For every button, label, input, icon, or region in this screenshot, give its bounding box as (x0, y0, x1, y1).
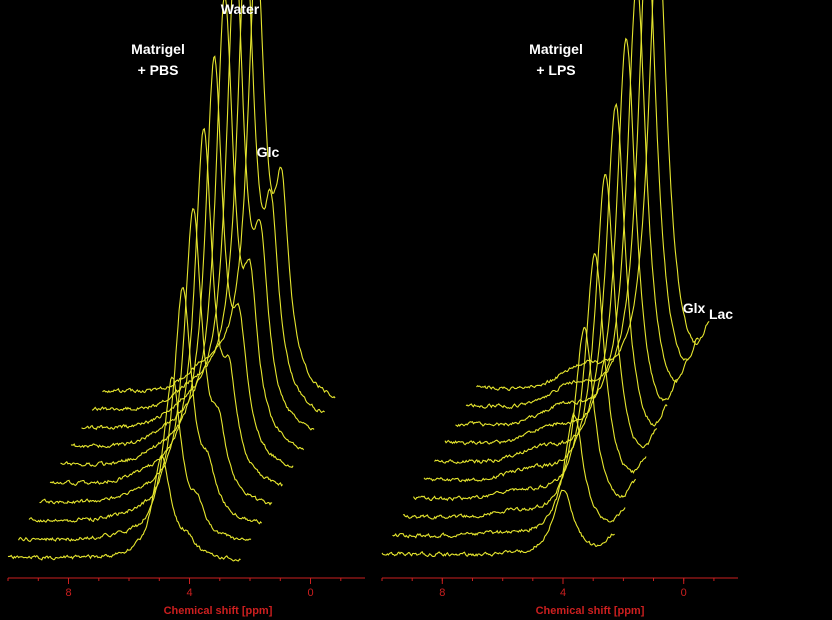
peak-label-glc: Glc (257, 144, 280, 160)
spectrum-trace-pbs-10 (102, 0, 336, 399)
x-tick-label-lps-0: 0 (681, 587, 687, 599)
spectrum-trace-lps-9 (465, 0, 700, 410)
x-tick-label-pbs-0: 0 (307, 587, 313, 599)
spectrum-trace-lps-10 (476, 0, 710, 392)
x-axis-label-lps: Chemical shift [ppm] (536, 605, 645, 617)
condition-label-lps-line2: + LPS (536, 62, 575, 78)
spectrum-trace-lps-3 (402, 326, 637, 520)
condition-label-pbs-line1: Matrigel (131, 41, 185, 57)
spectra-traces-pbs (7, 0, 336, 562)
spectrum-trace-pbs-6 (60, 55, 294, 469)
spectrum-trace-pbs-2 (18, 376, 252, 543)
spectrum-trace-lps-1 (381, 489, 615, 558)
spectrum-trace-lps-8 (455, 0, 689, 428)
peak-label-glx: Glx (683, 300, 706, 316)
spectrum-trace-pbs-4 (39, 207, 273, 506)
spectrum-trace-pbs-7 (70, 0, 305, 451)
x-tick-label-pbs-4: 4 (186, 587, 192, 599)
x-tick-label-lps-8: 8 (439, 587, 445, 599)
peak-label-water: Water (221, 1, 260, 17)
x-axis-label-pbs: Chemical shift [ppm] (164, 605, 273, 617)
spectra-traces-lps (381, 0, 710, 558)
peak-label-lac: Lac (709, 306, 733, 322)
condition-label-pbs-line2: + PBS (138, 62, 179, 78)
spectrum-trace-pbs-3 (28, 286, 263, 525)
spectrum-trace-lps-7 (444, 37, 678, 446)
x-tick-label-lps-4: 4 (560, 587, 566, 599)
spectrum-trace-lps-4 (413, 253, 647, 502)
spectrum-trace-pbs-9 (91, 0, 325, 414)
spectrum-trace-pbs-8 (81, 0, 315, 431)
condition-label-lps-line1: Matrigel (529, 41, 583, 57)
x-ticks-pbs: 8 4 0 (7, 578, 342, 599)
spectrum-trace-lps-2 (392, 412, 626, 539)
x-ticks-lps: 8 4 0 (381, 578, 715, 599)
spectrum-trace-lps-5 (423, 174, 658, 483)
spectrum-trace-pbs-1 (7, 454, 241, 562)
x-tick-label-pbs-8: 8 (65, 587, 71, 599)
spectrum-trace-lps-6 (434, 102, 668, 465)
spectrum-trace-pbs-5 (49, 127, 283, 487)
